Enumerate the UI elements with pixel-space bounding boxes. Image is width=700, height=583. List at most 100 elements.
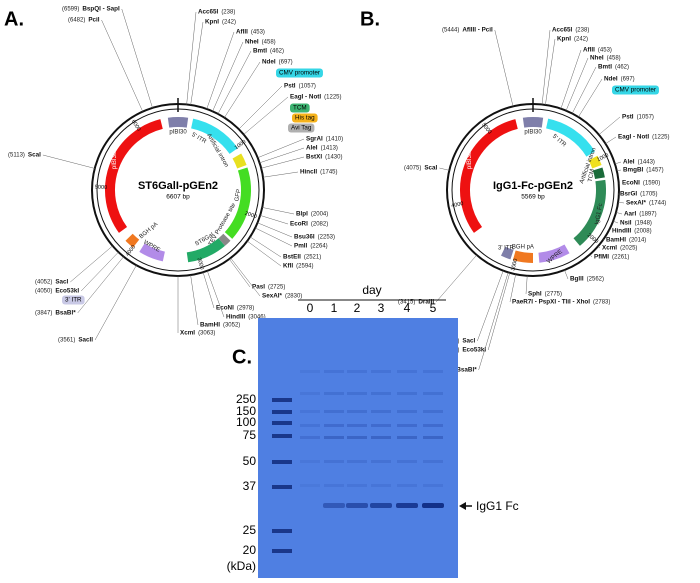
site-position: (453) bbox=[598, 48, 612, 54]
site-name: Bsu36I bbox=[294, 234, 315, 241]
lane-band bbox=[347, 424, 367, 427]
site-leader bbox=[477, 270, 504, 342]
feature-arc bbox=[186, 238, 225, 263]
site-name: KpnI bbox=[205, 19, 219, 26]
site-position: (2253) bbox=[318, 235, 335, 241]
site-position: (2264) bbox=[310, 244, 327, 250]
site-name: AflII bbox=[236, 29, 248, 36]
lane-label: 5 bbox=[430, 301, 437, 315]
site-name: SphI bbox=[528, 291, 542, 298]
feature-box-bg bbox=[62, 295, 85, 305]
site-leader bbox=[238, 85, 283, 130]
site-name: BmtI bbox=[253, 48, 267, 55]
lane-band bbox=[397, 424, 417, 427]
panel-letter: B. bbox=[360, 8, 380, 30]
site-position: (2014) bbox=[629, 238, 646, 244]
site-name: BmtI bbox=[598, 64, 612, 71]
feature-label: 5' ITR bbox=[190, 132, 207, 145]
lane-band bbox=[371, 392, 391, 395]
feature-arc bbox=[500, 246, 514, 260]
site-leader bbox=[261, 156, 305, 169]
lane-band bbox=[347, 460, 367, 463]
site-leader bbox=[247, 240, 282, 267]
site-name: NheI bbox=[590, 55, 604, 62]
plasmid-name: ST6GalI-pGEn2 bbox=[138, 180, 218, 192]
site-name: HindIII bbox=[612, 228, 631, 235]
site-position: (1057) bbox=[299, 84, 316, 90]
site-leader bbox=[478, 272, 509, 371]
site-name: AleI bbox=[623, 159, 635, 166]
ladder-band bbox=[272, 549, 292, 553]
site-name: NheI bbox=[245, 39, 259, 46]
site-leader bbox=[101, 19, 143, 112]
site-name: SacII bbox=[78, 337, 93, 344]
scale-label: 3000 bbox=[195, 257, 204, 270]
plasmid-size: 5569 bp bbox=[521, 194, 545, 201]
site-position: (1948) bbox=[635, 221, 652, 227]
site-name: AleI bbox=[306, 145, 318, 152]
site-leader bbox=[260, 215, 289, 225]
site-leader bbox=[230, 257, 261, 297]
lane-band bbox=[397, 436, 417, 439]
site-leader bbox=[257, 222, 293, 238]
feature-box: CMV promoter bbox=[612, 85, 659, 95]
scale-label: 5000 bbox=[95, 185, 107, 191]
lane-band bbox=[397, 392, 417, 395]
site-leader bbox=[206, 31, 235, 110]
site-leader bbox=[614, 161, 622, 165]
site-name: EagI - NotI bbox=[618, 134, 649, 141]
site-leader bbox=[545, 38, 556, 105]
site-leader bbox=[207, 270, 225, 318]
feature-box-label: His tag bbox=[295, 115, 315, 122]
site-position: (1410) bbox=[326, 137, 343, 143]
lane-band bbox=[300, 436, 320, 439]
unit-label: (kDa) bbox=[227, 559, 256, 573]
site-name: HincII bbox=[300, 169, 317, 176]
site-name: SexAI* bbox=[262, 293, 283, 300]
feature-arc bbox=[125, 233, 140, 248]
site-leader bbox=[202, 272, 215, 309]
site-leader bbox=[77, 256, 124, 314]
marker-label: 25 bbox=[243, 523, 257, 537]
site-position: (3847) bbox=[35, 311, 52, 317]
site-leader bbox=[190, 275, 199, 326]
site-leader bbox=[212, 41, 244, 112]
feature-arc bbox=[105, 119, 163, 233]
lane-band bbox=[397, 410, 417, 413]
site-position: (1225) bbox=[324, 95, 341, 101]
feature-label: 5' ITR bbox=[551, 134, 567, 149]
site-position: (3415) bbox=[398, 300, 415, 306]
site-leader bbox=[616, 169, 622, 172]
ladder-band bbox=[272, 398, 292, 402]
site-position: (2082) bbox=[311, 222, 328, 228]
day-label: day bbox=[362, 283, 381, 297]
site-leader bbox=[487, 272, 511, 351]
lane-band bbox=[371, 370, 391, 373]
ladder-band bbox=[272, 434, 292, 438]
marker-label: 250 bbox=[236, 392, 256, 406]
site-name: EcoNI bbox=[216, 305, 234, 312]
fc-band bbox=[396, 503, 418, 508]
feature-arc bbox=[139, 243, 166, 262]
feature-label: 3' ITR bbox=[498, 246, 514, 252]
ladder-band bbox=[272, 529, 292, 533]
site-leader bbox=[224, 61, 261, 118]
site-leader bbox=[564, 269, 569, 280]
site-position: (697) bbox=[621, 77, 635, 83]
gel-image bbox=[258, 318, 458, 578]
site-position: (1457) bbox=[646, 168, 663, 174]
site-leader bbox=[613, 220, 619, 224]
feature-label: BGH pA bbox=[512, 245, 534, 251]
feature-box: TCM bbox=[290, 103, 310, 113]
site-name: BlpI bbox=[296, 211, 308, 218]
site-position: (238) bbox=[221, 10, 235, 16]
site-leader bbox=[565, 57, 589, 111]
lane-band bbox=[347, 436, 367, 439]
plasmid-size: 6607 bp bbox=[166, 194, 190, 201]
site-name: BamHI bbox=[200, 322, 220, 329]
site-leader bbox=[80, 251, 119, 292]
site-name: PstI bbox=[622, 114, 634, 121]
feature-arc bbox=[538, 244, 570, 263]
ladder-band bbox=[272, 421, 292, 425]
site-name: AflII bbox=[583, 47, 595, 54]
